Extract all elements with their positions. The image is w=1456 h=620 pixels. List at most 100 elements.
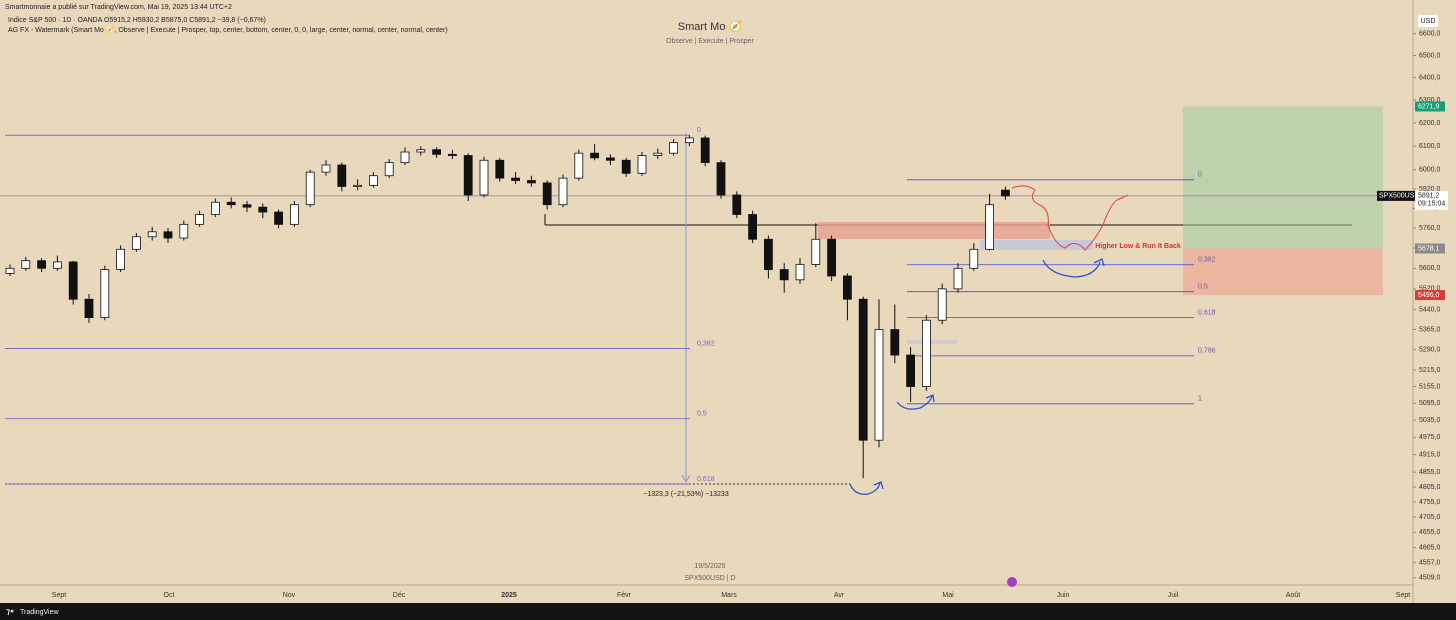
candle-body: [779, 269, 789, 281]
y-tick-label: 5365,0: [1419, 326, 1441, 333]
x-tick-label: Nov: [283, 592, 296, 599]
candle-body: [384, 162, 394, 177]
y-tick-label: 6500,0: [1419, 52, 1441, 59]
candle-body: [289, 204, 299, 225]
candle-body: [163, 231, 173, 239]
measure-label: −1323,3 (−21,53%) −13233: [643, 491, 729, 498]
candle-body: [463, 155, 473, 196]
y-tick-label: 5290,0: [1419, 346, 1441, 353]
watermark-subtitle: Observe | Execute | Prosper: [666, 38, 754, 45]
y-tick-label: 4755,0: [1419, 499, 1441, 506]
candle-body: [368, 175, 378, 186]
x-tick-label: Mars: [721, 592, 737, 599]
fib-label: 0,786: [1198, 348, 1216, 355]
y-tick-label: 6000,0: [1419, 167, 1441, 174]
candle-body: [527, 180, 536, 184]
brand: TradingView: [20, 609, 59, 616]
currency-box: [1418, 15, 1438, 27]
x-tick-label: Avr: [834, 592, 845, 599]
candle-body: [606, 157, 615, 161]
candle-body: [700, 137, 710, 164]
candle-body: [558, 177, 568, 206]
y-tick-label: 5035,0: [1419, 417, 1441, 424]
candle-body: [116, 248, 125, 270]
stop-tag: [1415, 290, 1445, 301]
x-tick-label: 2025: [501, 592, 517, 599]
candle-body: [574, 152, 584, 179]
candle-body: [653, 152, 663, 156]
fib-label: 0,382: [1198, 257, 1216, 264]
candle-body: [179, 223, 189, 239]
x-tick-label: Juil: [1168, 592, 1179, 599]
candle-body: [1001, 189, 1010, 197]
candle-body: [147, 231, 157, 238]
candle-body: [637, 155, 647, 174]
candle-body: [953, 267, 963, 290]
y-tick-label: 4509,0: [1419, 575, 1441, 582]
x-tick-label: Oct: [164, 592, 175, 599]
y-tick-label: 5760,0: [1419, 225, 1441, 232]
candle-body: [21, 260, 31, 269]
candle-body: [274, 211, 284, 225]
y-tick-label: 4855,0: [1419, 469, 1441, 476]
small-zone: [907, 340, 957, 344]
entry-tag-label: 5678,1: [1418, 245, 1440, 252]
fib-label: 0,618: [1198, 309, 1216, 316]
low-arrow-1: [896, 394, 935, 410]
y-tick-label: 5520,0: [1419, 286, 1441, 293]
demand-zone: [980, 240, 1093, 250]
candle-body: [843, 275, 852, 300]
alert-icon[interactable]: [1007, 577, 1017, 587]
watermark-title: Smart Mo 🧭: [678, 20, 743, 33]
y-tick-label: 6300,0: [1419, 97, 1441, 104]
x-tick-label: Juin: [1057, 592, 1070, 599]
x-tick-label: Sept: [1396, 592, 1410, 599]
candle-body: [100, 269, 110, 318]
stop-tag-label: 5496,0: [1418, 292, 1440, 299]
fib-label: 0,5: [1198, 284, 1208, 291]
x-tick-label: Mai: [942, 592, 954, 599]
note: Higher Low & Run It Back: [1095, 243, 1181, 250]
higher-low-arrow: [1042, 258, 1105, 278]
candle-body: [305, 171, 315, 206]
y-tick-label: 4705,0: [1419, 514, 1441, 521]
candle-body: [590, 152, 599, 159]
candle-body: [210, 201, 220, 215]
candle-body: [37, 260, 46, 269]
fib-label: 0: [697, 127, 701, 134]
symbol-tag-label: SPX500USD: [1379, 193, 1419, 200]
fib-label: 1: [1198, 396, 1202, 403]
candle-body: [542, 182, 552, 206]
target-tag: [1415, 101, 1445, 112]
candle-body: [5, 267, 15, 274]
y-tick-label: 6600,0: [1419, 30, 1441, 37]
candle-body: [969, 248, 979, 269]
y-tick-label: 4805,0: [1419, 484, 1441, 491]
candle-body: [416, 149, 426, 153]
candle-body: [827, 238, 836, 277]
footer-bar: [0, 603, 1456, 620]
candle-body: [400, 151, 410, 164]
publisher: Smartmonnaie a publié sur TradingView.co…: [5, 4, 232, 11]
candle-body: [732, 194, 742, 215]
fib-label: 0,382: [697, 340, 715, 347]
candle-body: [337, 164, 347, 187]
symbol-tag: [1377, 190, 1415, 201]
y-tick-label: 5600,0: [1419, 265, 1441, 272]
stop-zone: [1183, 248, 1383, 296]
candle-body: [53, 261, 62, 269]
candle-body: [84, 298, 94, 318]
y-tick-label: 6100,0: [1419, 143, 1441, 150]
candle-body: [906, 354, 915, 387]
candle-body: [874, 329, 884, 441]
price-tag: [1415, 190, 1448, 210]
candle-body: [353, 184, 363, 187]
candle-body: [432, 149, 442, 155]
supply-zone: [818, 222, 1050, 239]
y-tick-label: 5095,0: [1419, 400, 1441, 407]
fib-label: 0,618: [697, 476, 715, 483]
fib-label: 0: [1198, 172, 1202, 179]
